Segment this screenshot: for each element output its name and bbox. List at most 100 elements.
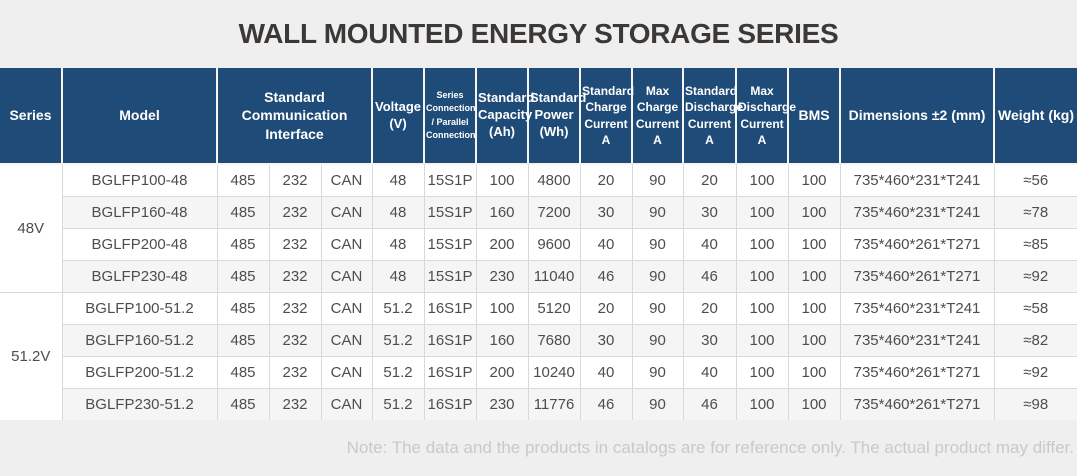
cell-series_parallel_connection: 15S1P: [423, 227, 477, 261]
col-header-communication-interface: Standard Communication Interface: [215, 67, 374, 165]
cell-dimensions_mm: 735*460*261*T271: [839, 387, 995, 421]
cell-max_discharge_current_a: 100: [735, 291, 789, 325]
cell-std_charge_current_a: 46: [579, 387, 633, 421]
cell-max_charge_current_a: 90: [631, 195, 684, 229]
cell-rs485: 485: [216, 355, 270, 389]
cell-std_discharge_current_a: 46: [682, 259, 737, 293]
series-group-label: 51.2V: [0, 291, 63, 421]
col-header-standard-capacity: Standard Capacity (Ah): [475, 67, 534, 165]
cell-rs232: 232: [268, 291, 322, 325]
cell-power_wh: 5120: [527, 291, 581, 325]
cell-std_charge_current_a: 20: [579, 291, 633, 325]
cell-capacity_ah: 100: [475, 163, 529, 197]
series-group-label: 48V: [0, 163, 63, 293]
cell-dimensions_mm: 735*460*261*T271: [839, 227, 995, 261]
cell-weight_kg: ≈98: [993, 387, 1077, 421]
cell-std_charge_current_a: 40: [579, 227, 633, 261]
cell-bms: 100: [787, 323, 841, 357]
cell-std_charge_current_a: 40: [579, 355, 633, 389]
cell-rs232: 232: [268, 227, 322, 261]
cell-dimensions_mm: 735*460*231*T241: [839, 163, 995, 197]
table-row: 51.2V BGLFP100-51.2 485 232 CAN 51.2 16S1P 100 5…: [0, 291, 1077, 421]
cell-max_discharge_current_a: 100: [735, 355, 789, 389]
cell-model: BGLFP230-48: [61, 259, 218, 293]
cell-model: BGLFP100-51.2: [61, 291, 218, 325]
cell-model: BGLFP160-48: [61, 195, 218, 229]
cell-capacity_ah: 160: [475, 195, 529, 229]
cell-rs485: 485: [216, 291, 270, 325]
cell-rs232: 232: [268, 323, 322, 357]
cell-rs485: 485: [216, 195, 270, 229]
cell-model: BGLFP200-48: [61, 227, 218, 261]
cell-rs485: 485: [216, 387, 270, 421]
spec-table: Series Model Standard Communication Inte…: [0, 67, 1077, 421]
cell-can: CAN: [320, 291, 373, 325]
table-row: BGLFP230-51.2 485 232 CAN 51.2 16S1P 230 11776 4…: [0, 387, 1077, 421]
cell-max_charge_current_a: 90: [631, 387, 684, 421]
cell-model: BGLFP160-51.2: [61, 323, 218, 357]
cell-rs232: 232: [268, 163, 322, 197]
cell-voltage_v: 51.2: [371, 387, 425, 421]
cell-std_discharge_current_a: 20: [682, 291, 737, 325]
title-bar: WALL MOUNTED ENERGY STORAGE SERIES: [0, 0, 1077, 68]
cell-std_charge_current_a: 30: [579, 323, 633, 357]
cell-bms: 100: [787, 163, 841, 197]
cell-std_discharge_current_a: 40: [682, 355, 737, 389]
cell-max_discharge_current_a: 100: [735, 227, 789, 261]
cell-max_charge_current_a: 90: [631, 323, 684, 357]
cell-voltage_v: 51.2: [371, 323, 425, 357]
cell-series_parallel_connection: 16S1P: [423, 387, 477, 421]
cell-series_parallel_connection: 16S1P: [423, 291, 477, 325]
cell-std_discharge_current_a: 20: [682, 163, 737, 197]
cell-rs485: 485: [216, 323, 270, 357]
cell-dimensions_mm: 735*460*231*T241: [839, 291, 995, 325]
cell-max_discharge_current_a: 100: [735, 195, 789, 229]
cell-can: CAN: [320, 163, 373, 197]
cell-series_parallel_connection: 15S1P: [423, 195, 477, 229]
cell-std_charge_current_a: 30: [579, 195, 633, 229]
cell-bms: 100: [787, 195, 841, 229]
cell-capacity_ah: 200: [475, 355, 529, 389]
cell-model: BGLFP230-51.2: [61, 387, 218, 421]
col-header-standard-charge-current: Standard Charge Current A: [579, 67, 634, 165]
cell-weight_kg: ≈92: [993, 259, 1077, 293]
cell-can: CAN: [320, 227, 373, 261]
table-row: BGLFP200-48 485 232 CAN 48 15S1P 200 9600 40 90 40…: [0, 227, 1077, 261]
cell-max_charge_current_a: 90: [631, 259, 684, 293]
table-header: Series Model Standard Communication Inte…: [0, 67, 1077, 165]
cell-std_discharge_current_a: 46: [682, 387, 737, 421]
col-header-model: Model: [61, 67, 218, 165]
header-row: Series Model Standard Communication Inte…: [0, 67, 1077, 165]
cell-series_parallel_connection: 15S1P: [423, 259, 477, 293]
col-header-standard-power: Standard Power (Wh): [527, 67, 586, 165]
cell-power_wh: 7200: [527, 195, 581, 229]
cell-weight_kg: ≈82: [993, 323, 1077, 357]
cell-max_discharge_current_a: 100: [735, 163, 789, 197]
cell-can: CAN: [320, 387, 373, 421]
table-row: 48V BGLFP100-48 485 232 CAN 48 15S1P 100 4800 20 9…: [0, 163, 1077, 293]
cell-capacity_ah: 230: [475, 259, 529, 293]
cell-bms: 100: [787, 387, 841, 421]
cell-power_wh: 11040: [527, 259, 581, 293]
cell-voltage_v: 48: [371, 259, 425, 293]
col-header-max-charge-current: Max Charge Current A: [631, 67, 685, 165]
cell-rs485: 485: [216, 259, 270, 293]
cell-bms: 100: [787, 259, 841, 293]
cell-series_parallel_connection: 15S1P: [423, 163, 477, 197]
cell-std_discharge_current_a: 30: [682, 195, 737, 229]
disclaimer-note: Note: The data and the products in catal…: [346, 438, 1074, 457]
cell-power_wh: 10240: [527, 355, 581, 389]
cell-can: CAN: [320, 195, 373, 229]
col-header-weight: Weight (kg): [993, 67, 1077, 165]
cell-voltage_v: 48: [371, 163, 425, 197]
col-header-standard-discharge-current: Standard Discharge Current A: [682, 67, 743, 165]
cell-max_charge_current_a: 90: [631, 291, 684, 325]
table-row: BGLFP160-51.2 485 232 CAN 51.2 16S1P 160 7680 30…: [0, 323, 1077, 357]
cell-rs232: 232: [268, 259, 322, 293]
cell-voltage_v: 51.2: [371, 291, 425, 325]
cell-weight_kg: ≈56: [993, 163, 1077, 197]
cell-weight_kg: ≈58: [993, 291, 1077, 325]
cell-model: BGLFP100-48: [61, 163, 218, 197]
cell-bms: 100: [787, 291, 841, 325]
